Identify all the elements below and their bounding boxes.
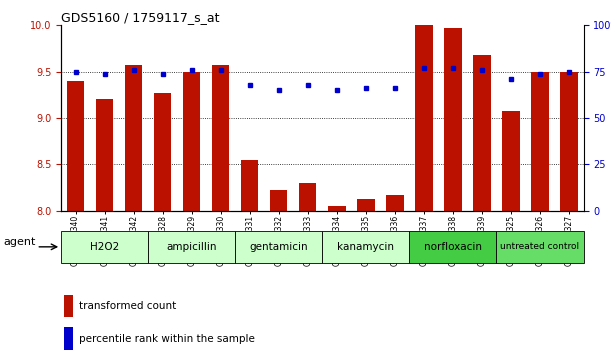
Bar (183, 72, 200, 211)
FancyBboxPatch shape (409, 231, 496, 263)
Bar (96, 99, 114, 211)
Text: norfloxacin: norfloxacin (424, 242, 482, 252)
Bar (67, 81, 84, 211)
Bar (270, 190, 288, 211)
Bar (64, 295, 73, 317)
FancyBboxPatch shape (496, 231, 584, 263)
Bar (357, 199, 375, 211)
Bar (154, 93, 171, 211)
FancyBboxPatch shape (148, 231, 235, 263)
Text: GDS5160 / 1759117_s_at: GDS5160 / 1759117_s_at (61, 11, 219, 24)
Bar (444, 28, 462, 211)
Bar (64, 327, 73, 350)
Bar (212, 65, 230, 211)
Bar (415, 25, 433, 211)
Bar (299, 183, 316, 211)
Text: kanamycin: kanamycin (337, 242, 394, 252)
Bar (386, 195, 403, 211)
Text: ampicillin: ampicillin (166, 242, 217, 252)
Text: gentamicin: gentamicin (249, 242, 308, 252)
FancyBboxPatch shape (323, 231, 409, 263)
Text: untreated control: untreated control (500, 242, 580, 251)
Text: percentile rank within the sample: percentile rank within the sample (79, 334, 255, 344)
Text: agent: agent (3, 237, 35, 248)
Bar (473, 55, 491, 211)
Text: H2O2: H2O2 (90, 242, 119, 252)
Bar (125, 65, 142, 211)
FancyBboxPatch shape (61, 231, 148, 263)
Bar (560, 72, 577, 211)
Bar (241, 160, 258, 211)
Bar (328, 206, 346, 211)
Text: transformed count: transformed count (79, 301, 177, 311)
Bar (532, 72, 549, 211)
Bar (502, 111, 519, 211)
FancyBboxPatch shape (235, 231, 323, 263)
